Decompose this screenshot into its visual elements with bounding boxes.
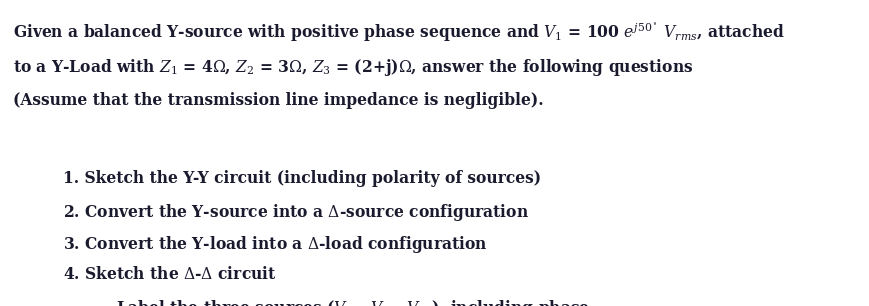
Text: Given a balanced Y-source with positive phase sequence and $V_1$ = 100 $e^{j50^\: Given a balanced Y-source with positive … xyxy=(13,21,784,44)
Text: - Label the three sources ($V_{12}$, $V_{23}$, $V_{31}$), including phase: - Label the three sources ($V_{12}$, $V_… xyxy=(83,298,589,306)
Text: (Assume that the transmission line impedance is negligible).: (Assume that the transmission line imped… xyxy=(13,92,543,109)
Text: to a Y-Load with $Z_1$ = 4$\Omega$, $Z_2$ = 3$\Omega$, $Z_3$ = (2+j)$\Omega$, an: to a Y-Load with $Z_1$ = 4$\Omega$, $Z_2… xyxy=(13,57,693,78)
Text: 1. Sketch the Y-Y circuit (including polarity of sources): 1. Sketch the Y-Y circuit (including pol… xyxy=(63,170,541,187)
Text: 2. Convert the Y-source into a $\Delta$-source configuration: 2. Convert the Y-source into a $\Delta$-… xyxy=(63,202,528,223)
Text: 4. Sketch the $\Delta$-$\Delta$ circuit: 4. Sketch the $\Delta$-$\Delta$ circuit xyxy=(63,266,276,283)
Text: 3. Convert the Y-load into a $\Delta$-load configuration: 3. Convert the Y-load into a $\Delta$-lo… xyxy=(63,234,487,255)
